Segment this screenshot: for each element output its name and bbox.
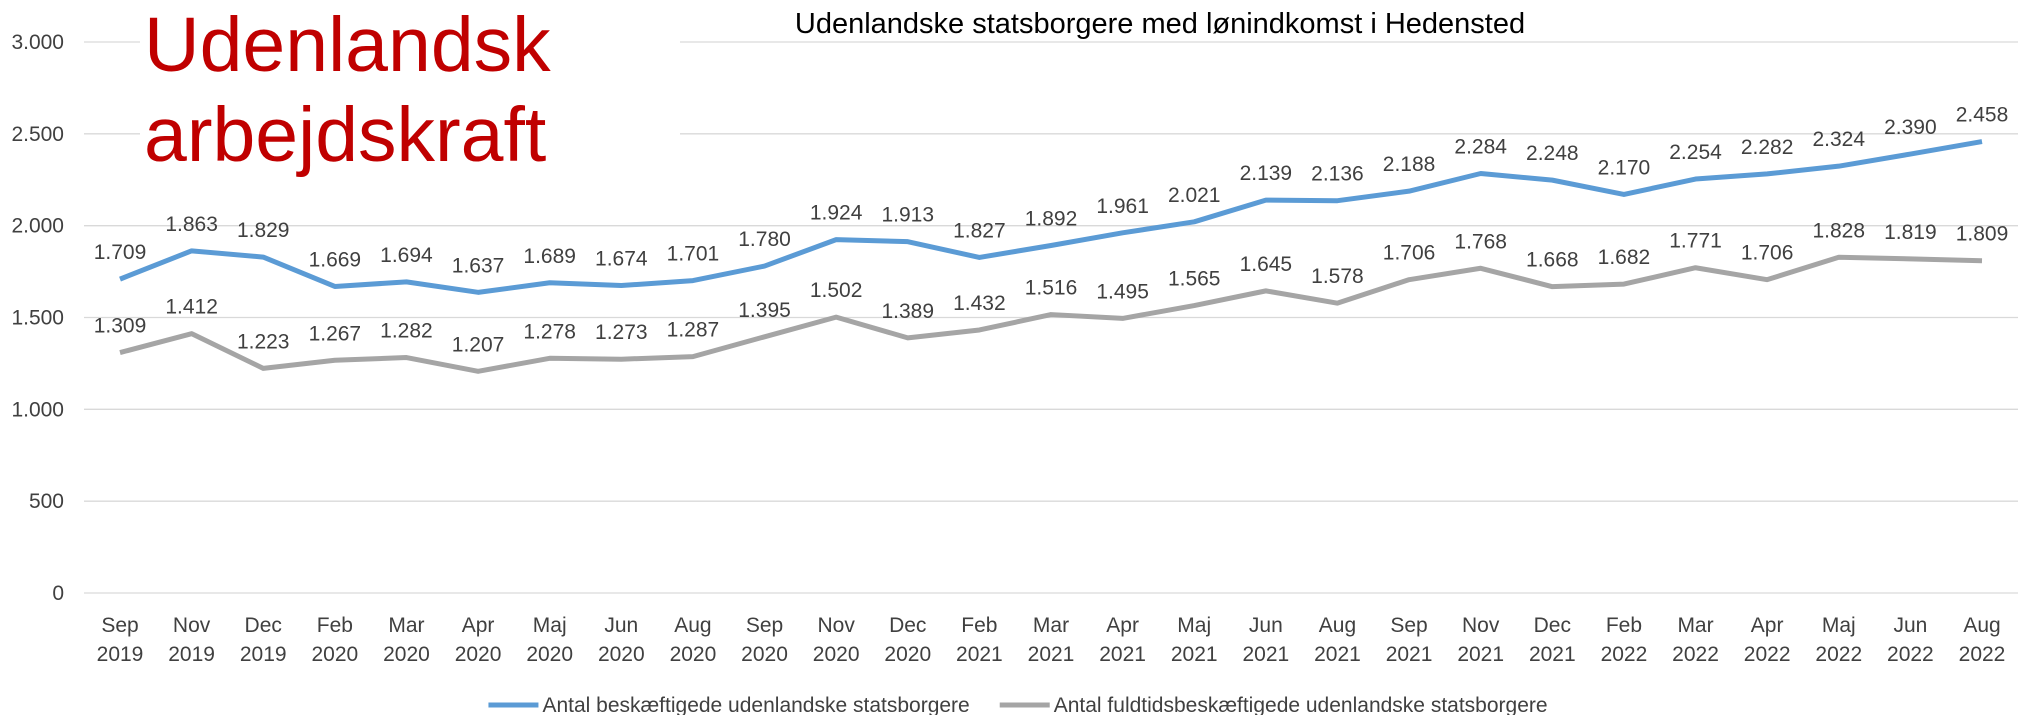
heading: Udenlandsk arbejdskraft bbox=[144, 2, 551, 178]
data-label: 1.829 bbox=[237, 219, 290, 242]
data-label: 2.282 bbox=[1741, 136, 1794, 159]
data-label: 2.136 bbox=[1311, 163, 1364, 186]
data-label: 1.645 bbox=[1240, 253, 1293, 276]
data-label: 1.674 bbox=[595, 248, 648, 271]
y-tick-label: 500 bbox=[29, 490, 64, 513]
data-label: 1.768 bbox=[1454, 230, 1507, 253]
x-tick-label: Feb 2020 bbox=[311, 614, 358, 666]
data-label: 1.495 bbox=[1096, 280, 1149, 303]
x-tick-label: Aug 2021 bbox=[1314, 614, 1361, 666]
y-tick-label: 3.000 bbox=[11, 31, 64, 54]
x-tick-label: Nov 2019 bbox=[168, 614, 215, 666]
heading-backdrop bbox=[140, 0, 680, 180]
data-label: 1.913 bbox=[881, 204, 934, 227]
x-tick-label: Jun 2021 bbox=[1242, 614, 1289, 666]
data-label: 1.412 bbox=[165, 296, 218, 319]
data-label: 1.961 bbox=[1096, 195, 1149, 218]
x-tick-label: Dec 2019 bbox=[240, 614, 287, 666]
data-label: 1.701 bbox=[667, 243, 720, 266]
data-label: 2.248 bbox=[1526, 142, 1579, 165]
data-label: 1.637 bbox=[452, 254, 505, 277]
data-label: 1.689 bbox=[523, 245, 576, 268]
data-label: 1.709 bbox=[94, 241, 147, 264]
data-label: 2.254 bbox=[1669, 141, 1722, 164]
data-label: 1.706 bbox=[1741, 242, 1794, 265]
data-label: 1.771 bbox=[1669, 230, 1722, 253]
y-tick-label: 2.000 bbox=[11, 215, 64, 238]
data-label: 1.682 bbox=[1598, 246, 1651, 269]
series-line bbox=[119, 139, 1983, 295]
x-tick-label: Mar 2022 bbox=[1672, 614, 1719, 666]
x-tick-label: Jun 2022 bbox=[1887, 614, 1934, 666]
data-label: 1.892 bbox=[1025, 208, 1078, 231]
data-label: 2.458 bbox=[1956, 104, 2009, 127]
data-label: 2.139 bbox=[1240, 162, 1293, 185]
x-tick-label: Apr 2020 bbox=[455, 614, 502, 666]
data-label: 1.282 bbox=[380, 320, 433, 343]
data-label: 2.284 bbox=[1454, 136, 1507, 159]
series-line bbox=[119, 254, 1983, 374]
x-tick-label: Jun 2020 bbox=[598, 614, 645, 666]
data-label: 1.287 bbox=[667, 319, 720, 342]
y-tick-label: 1.500 bbox=[11, 307, 64, 330]
y-tick-label: 1.000 bbox=[11, 398, 64, 421]
data-label: 1.273 bbox=[595, 321, 648, 344]
data-label: 1.502 bbox=[810, 279, 863, 302]
x-tick-label: Aug 2022 bbox=[1959, 614, 2006, 666]
data-label: 1.565 bbox=[1168, 268, 1221, 291]
x-tick-label: Feb 2022 bbox=[1601, 614, 1648, 666]
x-tick-label: Dec 2021 bbox=[1529, 614, 1576, 666]
x-tick-label: Sep 2021 bbox=[1386, 614, 1433, 666]
data-label: 1.694 bbox=[380, 244, 433, 267]
data-label: 1.924 bbox=[810, 202, 863, 225]
x-tick-label: Feb 2021 bbox=[956, 614, 1003, 666]
x-tick-label: Apr 2022 bbox=[1744, 614, 1791, 666]
x-tick-label: Dec 2020 bbox=[884, 614, 931, 666]
x-tick-label: Apr 2021 bbox=[1099, 614, 1146, 666]
data-label: 1.706 bbox=[1383, 242, 1436, 265]
data-label: 1.395 bbox=[738, 299, 791, 322]
data-label: 1.578 bbox=[1311, 265, 1364, 288]
data-label: 1.207 bbox=[452, 333, 505, 356]
data-label: 1.516 bbox=[1025, 277, 1078, 300]
data-label: 1.863 bbox=[165, 213, 218, 236]
data-label: 1.309 bbox=[94, 315, 147, 338]
data-label: 1.223 bbox=[237, 330, 290, 353]
data-label: 1.669 bbox=[309, 248, 362, 271]
y-tick-label: 2.500 bbox=[11, 123, 64, 146]
x-tick-label: Maj 2021 bbox=[1171, 614, 1218, 666]
data-label: 2.188 bbox=[1383, 153, 1436, 176]
legend-label: Antal beskæftigede udenlandske statsborg… bbox=[542, 694, 969, 715]
legend: Antal beskæftigede udenlandske statsborg… bbox=[488, 694, 1548, 715]
x-tick-label: Aug 2020 bbox=[670, 614, 717, 666]
x-tick-label: Nov 2020 bbox=[813, 614, 860, 666]
data-label: 1.389 bbox=[881, 300, 934, 323]
x-tick-label: Maj 2022 bbox=[1815, 614, 1862, 666]
x-tick-label: Maj 2020 bbox=[526, 614, 573, 666]
data-label: 2.324 bbox=[1812, 128, 1865, 151]
data-label: 2.390 bbox=[1884, 116, 1937, 139]
data-label: 1.819 bbox=[1884, 221, 1937, 244]
data-label: 2.021 bbox=[1168, 184, 1221, 207]
x-tick-label: Mar 2020 bbox=[383, 614, 430, 666]
y-tick-label: 0 bbox=[52, 582, 64, 605]
x-tick-label: Nov 2021 bbox=[1457, 614, 1504, 666]
legend-label: Antal fuldtidsbeskæftigede udenlandske s… bbox=[1054, 694, 1548, 715]
data-label: 1.827 bbox=[953, 219, 1006, 242]
data-label: 2.170 bbox=[1598, 156, 1651, 179]
x-tick-label: Sep 2019 bbox=[97, 614, 144, 666]
data-label: 1.278 bbox=[523, 320, 576, 343]
x-tick-label: Sep 2020 bbox=[741, 614, 788, 666]
data-label: 1.828 bbox=[1812, 219, 1865, 242]
data-label: 1.267 bbox=[309, 322, 362, 345]
x-tick-label: Mar 2021 bbox=[1028, 614, 1075, 666]
data-label: 1.432 bbox=[953, 292, 1006, 315]
chart-title: Udenlandske statsborgere med lønindkomst… bbox=[795, 8, 1525, 40]
data-label: 1.809 bbox=[1956, 223, 2009, 246]
data-label: 1.780 bbox=[738, 228, 791, 251]
data-label: 1.668 bbox=[1526, 249, 1579, 272]
